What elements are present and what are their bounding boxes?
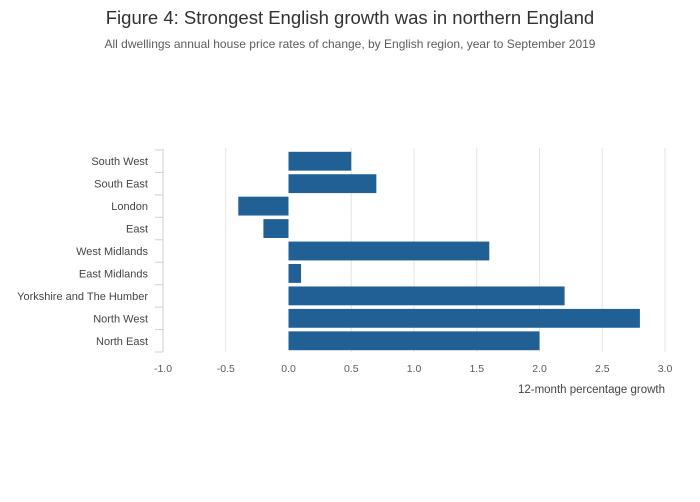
bar[interactable] bbox=[288, 264, 302, 283]
category-label: North East bbox=[96, 336, 148, 348]
bars bbox=[238, 151, 640, 351]
category-label: East Midlands bbox=[79, 268, 149, 280]
x-tick-label: 1.5 bbox=[469, 363, 484, 375]
bar[interactable] bbox=[288, 331, 540, 351]
x-tick-label: -0.5 bbox=[217, 363, 235, 375]
x-tick-label: 0.0 bbox=[281, 363, 296, 375]
bar[interactable] bbox=[288, 286, 565, 306]
bar[interactable] bbox=[238, 196, 289, 216]
x-tick-labels: -1.0 -0.5 0.0 0.5 1.0 1.5 2.0 2.5 3.0 bbox=[154, 363, 672, 375]
category-label: South West bbox=[91, 156, 148, 168]
category-label: West Midlands bbox=[76, 246, 148, 258]
x-tick-label: 0.5 bbox=[344, 363, 359, 375]
bar[interactable] bbox=[288, 241, 490, 261]
y-axis bbox=[155, 149, 164, 353]
chart-subtitle: All dwellings annual house price rates o… bbox=[104, 37, 596, 51]
bar[interactable] bbox=[288, 151, 352, 171]
x-tick-label: 2.5 bbox=[595, 363, 610, 375]
category-label: Yorkshire and The Humber bbox=[17, 291, 148, 303]
category-labels: South West South East London East West Midla… bbox=[17, 156, 148, 348]
category-label: London bbox=[111, 201, 148, 213]
category-label: North West bbox=[93, 313, 148, 325]
bar[interactable] bbox=[288, 174, 377, 194]
x-tick-label: 2.0 bbox=[532, 363, 547, 375]
bar[interactable] bbox=[288, 308, 640, 328]
x-tick-label: 1.0 bbox=[407, 363, 422, 375]
x-axis-title: 12-month percentage growth bbox=[518, 384, 665, 396]
chart-title: Figure 4: Strongest English growth was i… bbox=[105, 7, 595, 28]
category-label: East bbox=[126, 224, 148, 236]
x-tick-label: -1.0 bbox=[154, 363, 172, 375]
bar[interactable] bbox=[263, 219, 289, 238]
category-label: South East bbox=[94, 179, 148, 191]
x-tick-label: 3.0 bbox=[658, 363, 673, 375]
